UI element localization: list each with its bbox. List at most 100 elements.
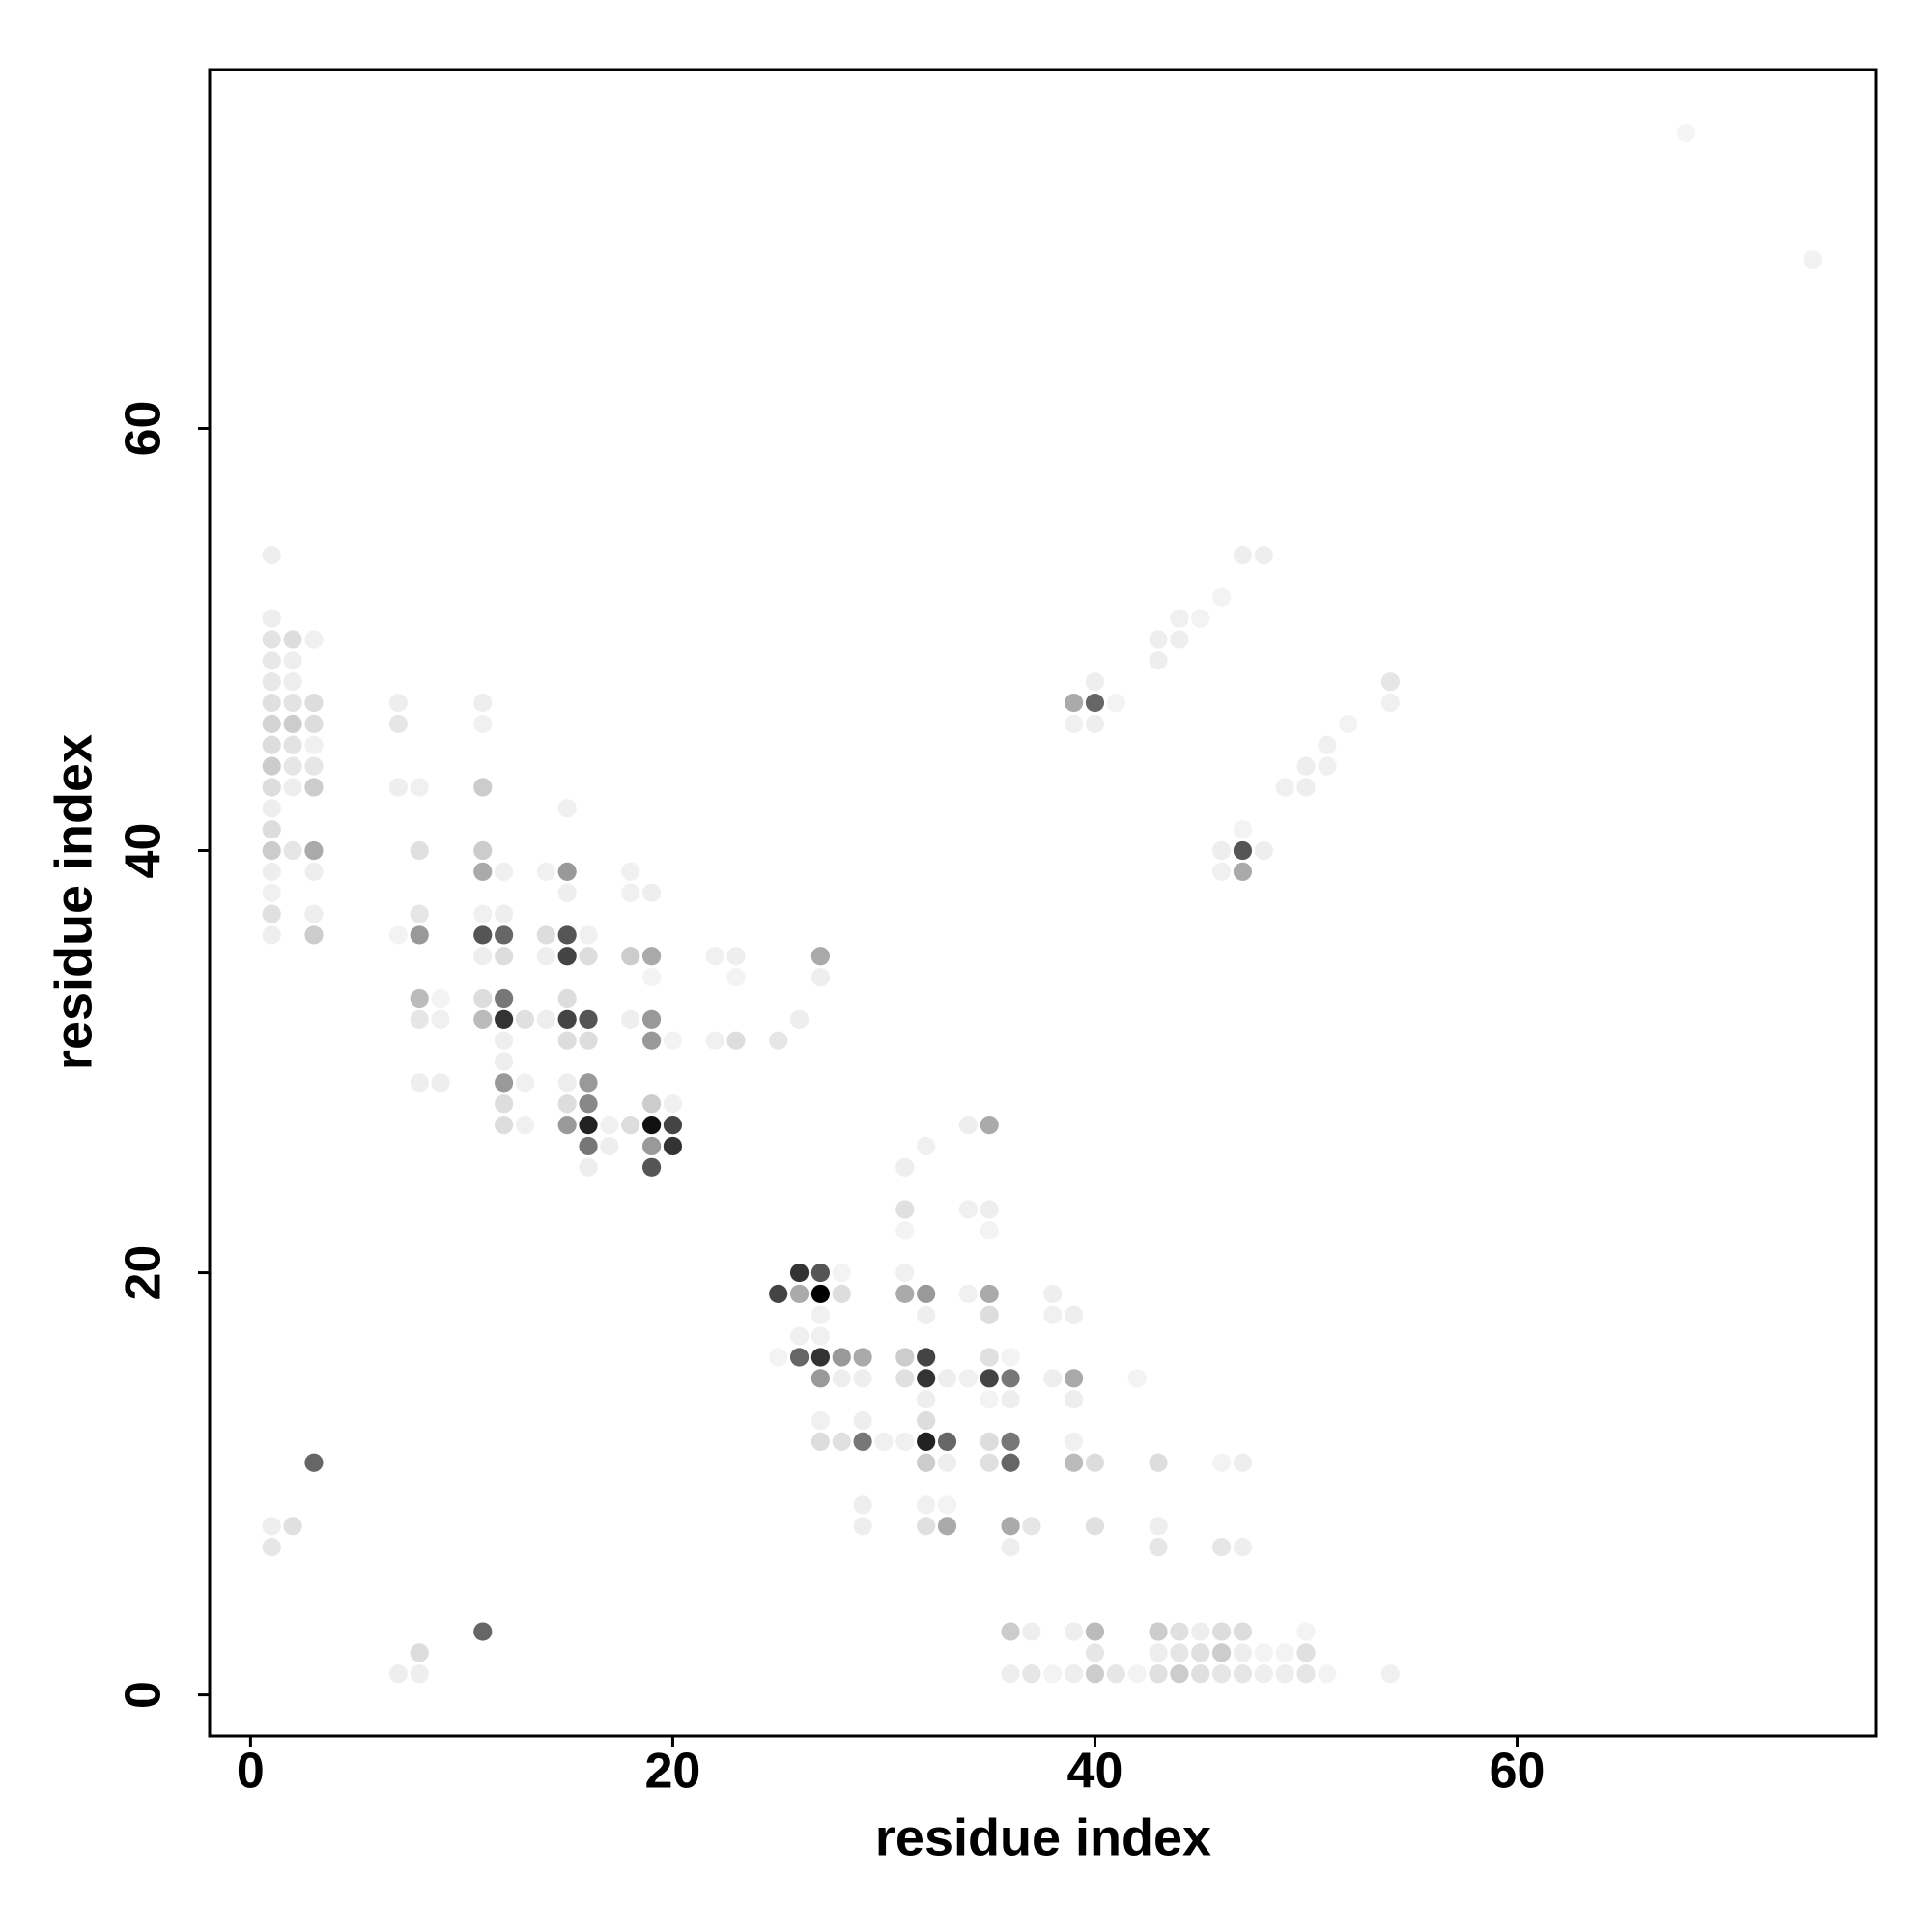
point [410, 778, 429, 797]
point [473, 693, 493, 713]
point [937, 1369, 957, 1388]
point [769, 1348, 788, 1367]
point [917, 1369, 936, 1388]
point [980, 1284, 999, 1304]
point [917, 1495, 936, 1515]
point [1065, 714, 1084, 734]
point [557, 1009, 577, 1029]
point [832, 1263, 851, 1283]
point [410, 925, 429, 945]
point [895, 1263, 915, 1283]
point [641, 1094, 662, 1114]
point [410, 988, 429, 1009]
point [1275, 1643, 1294, 1662]
point [789, 1263, 810, 1283]
point [937, 1432, 957, 1451]
point [557, 883, 577, 902]
point [1043, 1284, 1063, 1304]
point [431, 988, 450, 1009]
point [557, 925, 577, 945]
point [557, 947, 577, 966]
y-axis-label: residue index [44, 734, 102, 1070]
point [1149, 1643, 1168, 1662]
point [262, 904, 281, 923]
point [262, 778, 281, 797]
point [304, 1453, 324, 1472]
point [1149, 651, 1168, 670]
point [1233, 1664, 1253, 1684]
point [726, 947, 746, 966]
point [1170, 630, 1189, 649]
point [410, 840, 429, 861]
point [853, 1432, 872, 1451]
point [621, 883, 640, 902]
point [473, 904, 493, 923]
point [1296, 1643, 1316, 1662]
point [1211, 862, 1232, 881]
point [262, 1517, 281, 1536]
point [388, 714, 408, 734]
plot-frame [208, 68, 1878, 1738]
point [810, 1263, 830, 1283]
point [1318, 735, 1337, 754]
point [495, 1073, 514, 1093]
point [495, 904, 514, 923]
point [304, 862, 324, 881]
point [536, 947, 555, 966]
point [1233, 1622, 1253, 1641]
point [262, 756, 281, 776]
point [1085, 1453, 1105, 1472]
point [1149, 1664, 1168, 1684]
point [1127, 1369, 1147, 1388]
point [1211, 1643, 1232, 1662]
point [495, 947, 514, 966]
point [1254, 840, 1273, 861]
point [663, 1094, 683, 1114]
point [1065, 1305, 1084, 1324]
point [557, 862, 577, 881]
point [1065, 693, 1084, 713]
point [1022, 1664, 1041, 1684]
point [600, 1136, 619, 1156]
point [1085, 1643, 1105, 1662]
point [641, 947, 662, 966]
point [473, 988, 493, 1009]
point [283, 693, 302, 713]
point [495, 988, 514, 1009]
point [1233, 545, 1253, 565]
point [621, 862, 640, 881]
point [1106, 693, 1125, 713]
point [895, 1432, 915, 1451]
point [1170, 1664, 1189, 1684]
point [1191, 1643, 1210, 1662]
point [1001, 1453, 1020, 1472]
point [579, 925, 598, 945]
point [473, 778, 493, 797]
point [304, 904, 324, 923]
point [1085, 1517, 1105, 1536]
point [1085, 672, 1105, 692]
point [1001, 1664, 1020, 1684]
point [1065, 1432, 1084, 1451]
point [1001, 1622, 1020, 1641]
point [1001, 1538, 1020, 1557]
point [895, 1369, 915, 1388]
point [663, 1116, 683, 1135]
point [304, 925, 324, 945]
point [726, 1031, 746, 1050]
point [980, 1432, 999, 1451]
point [1211, 1453, 1232, 1472]
point [473, 840, 493, 861]
y-tick-label: 40 [116, 823, 172, 879]
point [557, 1073, 577, 1093]
point [641, 1116, 662, 1135]
point [1065, 1453, 1084, 1472]
point [641, 968, 662, 987]
point [262, 693, 281, 713]
point [262, 840, 281, 861]
point [810, 1348, 830, 1367]
point [895, 1157, 915, 1177]
point [937, 1495, 957, 1515]
point [980, 1305, 999, 1324]
